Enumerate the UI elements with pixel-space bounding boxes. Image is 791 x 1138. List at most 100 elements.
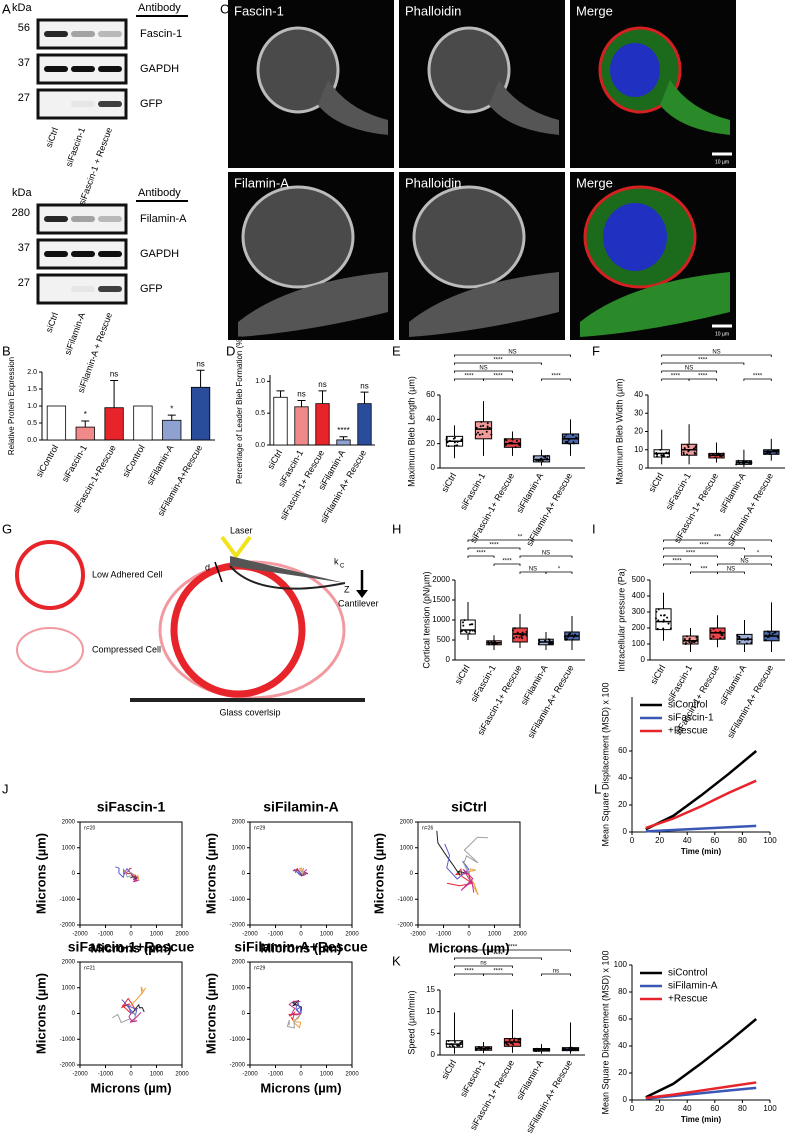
x-tick-label: -2000 <box>410 932 426 938</box>
jitter-dot <box>488 427 491 430</box>
jitter-dot <box>667 622 670 625</box>
jitter-dot <box>657 619 660 622</box>
jitter-dot <box>663 455 666 458</box>
jitter-dot <box>692 640 695 643</box>
jitter-dot <box>520 635 523 638</box>
significance: **** <box>686 551 696 557</box>
band <box>98 66 122 72</box>
jitter-dot <box>563 635 566 638</box>
x-tick-label: siFilamin-A+ Rescue <box>526 663 576 740</box>
y-tick-label: 500 <box>437 635 451 644</box>
jitter-dot <box>566 638 569 641</box>
jitter-dot <box>478 1047 481 1050</box>
jitter-dot <box>566 440 569 443</box>
jitter-dot <box>498 641 501 644</box>
row-label: GAPDH <box>140 63 179 75</box>
jitter-dot <box>547 1049 550 1052</box>
jitter-dot <box>537 1048 540 1051</box>
box <box>709 627 726 640</box>
y-tick-label: 1.0 <box>255 378 265 385</box>
significance: **** <box>699 543 709 549</box>
y-axis-label: Microns (µm) <box>371 833 386 914</box>
significance: **** <box>476 551 486 557</box>
jitter-dot <box>656 455 659 458</box>
jitter-dot <box>687 445 690 448</box>
bracket <box>454 957 542 960</box>
jitter-dot <box>576 1047 579 1050</box>
bracket <box>493 563 521 566</box>
jitter-dot <box>468 632 471 635</box>
y-tick-label: 30 <box>634 408 643 417</box>
micrograph: Fascin-1 <box>228 0 394 168</box>
jitter-dot <box>686 453 689 456</box>
jitter-dot <box>460 439 463 442</box>
jitter-dot <box>688 449 691 452</box>
band <box>71 216 95 222</box>
panel-label: L <box>594 781 601 796</box>
bar <box>133 405 153 441</box>
jitter-dot <box>546 454 549 457</box>
jitter-dot <box>485 430 488 433</box>
jitter-dot <box>532 1048 535 1051</box>
bracket <box>744 555 772 558</box>
jitter-dot <box>744 461 747 464</box>
jitter-dot <box>486 425 489 428</box>
significance: **** <box>337 426 349 435</box>
error-bar <box>297 399 306 407</box>
jitter-dot <box>448 1045 451 1048</box>
jitter-dot <box>521 631 524 634</box>
jitter-dot <box>736 635 739 638</box>
k-sub: C <box>340 564 345 570</box>
cantilever-label: Cantilever <box>338 598 379 608</box>
y-tick-label: 40 <box>618 1041 627 1050</box>
jitter-dot <box>546 1048 549 1051</box>
scale-label: 10 µm <box>715 159 729 165</box>
bracket <box>454 362 542 365</box>
y-tick-label: 80 <box>618 987 627 996</box>
band <box>98 216 122 222</box>
y-tick-label: 10 <box>634 445 643 454</box>
bracket <box>663 555 718 558</box>
jitter-dot <box>769 634 772 637</box>
x-tick-label: -1000 <box>268 932 284 938</box>
x-tick-label: 0 <box>467 932 471 938</box>
jitter-dot <box>777 448 780 451</box>
y-tick-label: 10 <box>426 1007 435 1016</box>
jitter-dot <box>777 636 780 639</box>
y-tick-label: 2000 <box>62 820 76 826</box>
x-tick-label: siCtrl <box>647 471 666 494</box>
x-tick-label: 2000 <box>513 932 527 938</box>
jitter-dot <box>468 623 471 626</box>
bracket <box>663 563 691 566</box>
y-tick-label: 1500 <box>432 595 450 604</box>
significance: NS <box>740 559 748 565</box>
n-label: n=21 <box>84 965 95 971</box>
band <box>44 216 68 222</box>
y-axis-label: Cortical tension (pN/µm) <box>421 571 431 668</box>
jitter-dot <box>541 1048 544 1051</box>
jitter-dot <box>471 629 474 632</box>
bracket <box>663 547 745 550</box>
y-tick-label: 2.0 <box>27 369 37 376</box>
cell-process <box>409 272 559 337</box>
jitter-dot <box>488 643 491 646</box>
jitter-dot <box>445 438 448 441</box>
jitter-dot <box>512 637 515 640</box>
jitter-dot <box>525 634 528 637</box>
jitter-dot <box>504 444 507 447</box>
y-tick-label: 20 <box>618 800 627 809</box>
jitter-dot <box>512 1043 515 1046</box>
k-label: k <box>334 556 339 566</box>
bar <box>46 405 67 441</box>
plot-title: siFilamin-A+Rescue <box>234 939 368 955</box>
jitter-dot <box>543 1048 546 1051</box>
jitter-dot <box>657 608 660 611</box>
jitter-dot <box>745 638 748 641</box>
x-tick-label: 80 <box>738 1104 747 1113</box>
x-tick-label: -1000 <box>436 932 452 938</box>
jitter-dot <box>662 627 665 630</box>
significance: ns <box>360 381 368 390</box>
band <box>71 31 95 37</box>
jitter-dot <box>714 456 717 459</box>
jitter-dot <box>482 1049 485 1052</box>
